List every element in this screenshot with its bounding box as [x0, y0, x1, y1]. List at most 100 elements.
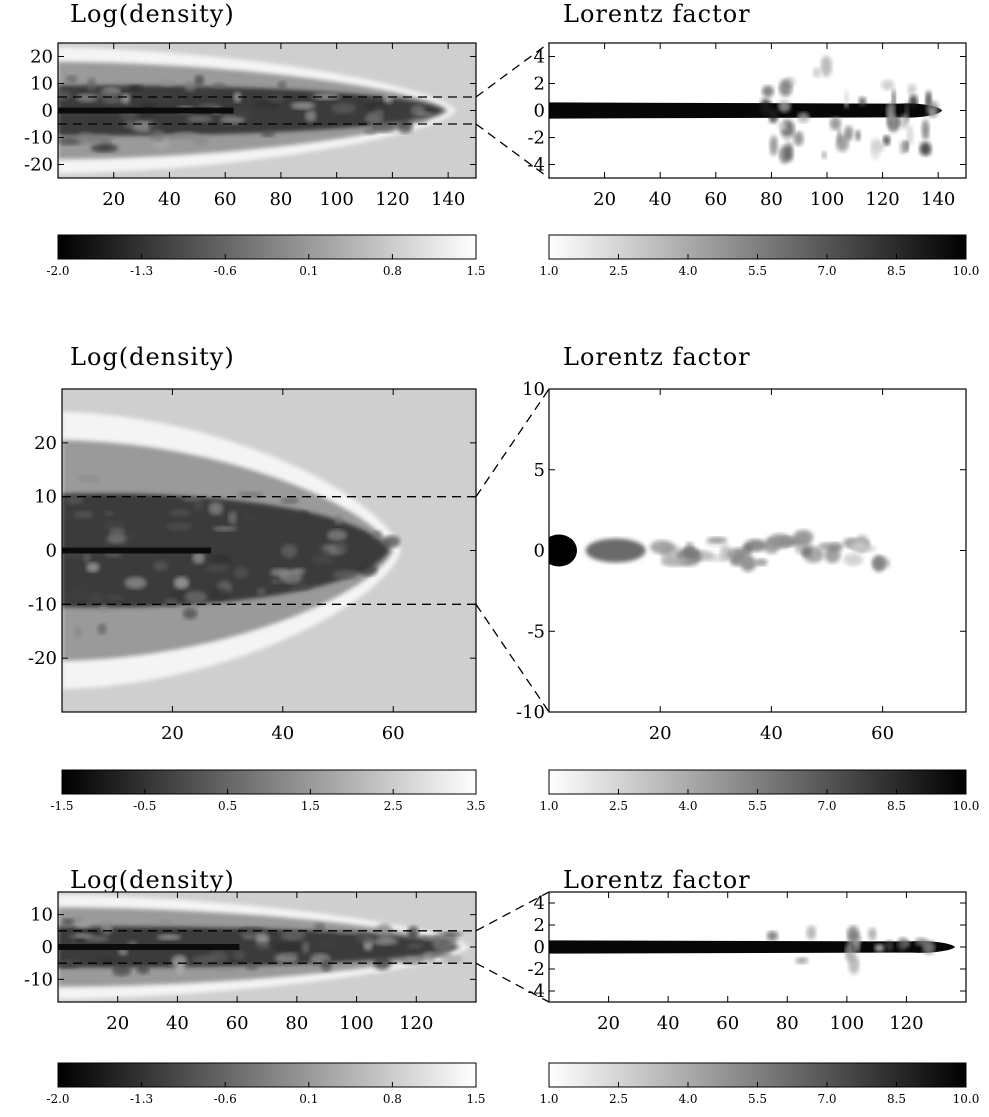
density-structure [331, 102, 357, 114]
density-structure [301, 941, 310, 954]
density-structure [233, 91, 242, 103]
density-structure [363, 102, 388, 110]
density-structure [326, 529, 347, 541]
density-colorbar-label: -0.5 [133, 799, 156, 813]
lorentz-structure [871, 140, 885, 152]
lorentz-colorbar-label: 10.0 [953, 1092, 980, 1106]
density-colorbar-gradient [57, 1062, 477, 1088]
zoom-connector-upper [475, 891, 550, 932]
lorentz-structure [899, 114, 909, 129]
lorentz-structure [778, 79, 793, 97]
lorentz-ytick-label: -2 [527, 959, 545, 980]
density-image [62, 389, 476, 712]
density-structure [164, 598, 179, 608]
panel-row-middle: Log(density) 20 40 60 20 10 0 -10 -20 Lorentz fac… [28, 343, 979, 813]
density-ytick-label: 10 [30, 905, 53, 926]
density-structure [372, 937, 399, 946]
lorentz-structure [820, 55, 833, 77]
density-colorbar: -2.0 -1.3 -0.6 0.1 0.8 1.5 [46, 234, 486, 278]
density-structure [210, 554, 231, 564]
density-structure [172, 481, 197, 486]
lorentz-structure [855, 129, 861, 142]
lorentz-structure [843, 553, 864, 566]
density-ytick-label: -20 [28, 648, 57, 669]
density-xtick-label: 60 [214, 189, 237, 210]
lorentz-ytick-label: 0 [534, 541, 545, 562]
lorentz-structure [777, 122, 787, 131]
density-structure [98, 605, 109, 612]
zoom-connector-lower [475, 603, 550, 713]
lorentz-structure [846, 925, 860, 942]
density-colorbar-label: -1.3 [130, 1092, 153, 1106]
density-structure [184, 590, 207, 604]
density-colorbar: -1.5 -0.5 0.5 1.5 2.5 3.5 [50, 769, 486, 813]
density-colorbar-label: 1.5 [301, 799, 320, 813]
density-xtick-label: 20 [106, 1013, 129, 1034]
lorentz-xtick-label: 120 [865, 189, 899, 210]
lorentz-structure [929, 108, 936, 117]
density-structure [335, 929, 361, 935]
density-structure [383, 93, 394, 105]
density-structure [280, 497, 300, 504]
lorentz-title: Lorentz factor [563, 0, 751, 28]
lorentz-structure [754, 558, 768, 567]
lorentz-structure [829, 116, 842, 131]
density-panel: Log(density) 20 40 60 20 10 0 -10 -20 [28, 343, 477, 744]
density-structure [58, 90, 73, 101]
density-structure [205, 563, 230, 573]
lorentz-colorbar-label: 4.0 [678, 1092, 697, 1106]
jet-spine [62, 547, 212, 554]
lorentz-structure [885, 940, 894, 952]
density-structure [209, 588, 230, 600]
density-structure [219, 115, 246, 125]
density-colorbar-label: 0.1 [299, 264, 318, 278]
density-colorbar-gradient [57, 234, 477, 260]
lorentz-structure [881, 79, 895, 91]
density-structure [96, 957, 115, 966]
density-structure [105, 594, 125, 600]
density-structure [270, 568, 291, 577]
density-structure [321, 959, 332, 972]
density-structure [136, 964, 150, 975]
lorentz-xtick-label: 40 [657, 1013, 680, 1034]
density-structure [441, 954, 464, 964]
lorentz-structure [921, 119, 930, 141]
lorentz-xtick-label: 20 [597, 1013, 620, 1034]
density-structure [382, 535, 401, 548]
density-structure [270, 579, 281, 585]
density-xtick-label: 80 [285, 1013, 308, 1034]
lorentz-image [549, 43, 966, 178]
density-structure [65, 75, 78, 83]
density-structure [87, 77, 96, 92]
density-colorbar-label: 0.8 [383, 1092, 402, 1106]
lorentz-blob [549, 534, 577, 567]
density-structure [212, 82, 226, 89]
zoom-connector-upper [475, 42, 550, 98]
lorentz-structure [661, 556, 688, 567]
lorentz-structure [785, 144, 794, 162]
lorentz-structure [867, 927, 877, 941]
density-structure [123, 119, 135, 129]
density-xtick-label: 20 [102, 189, 125, 210]
density-colorbar-label: 0.1 [299, 1092, 318, 1106]
lorentz-structure [914, 937, 928, 946]
density-structure [77, 474, 102, 483]
density-structure [410, 118, 429, 123]
lorentz-structure [726, 547, 750, 562]
lorentz-structure [902, 940, 911, 947]
lorentz-structure [759, 98, 772, 116]
density-colorbar-label: 0.5 [218, 799, 237, 813]
density-structure [371, 530, 383, 539]
lorentz-colorbar-label: 4.0 [678, 264, 697, 278]
density-structure [267, 93, 286, 104]
density-structure [407, 925, 419, 939]
density-structure [243, 514, 258, 521]
density-colorbar-label: -1.5 [50, 799, 73, 813]
density-colorbar-label: -2.0 [46, 264, 69, 278]
lorentz-colorbar-label: 10.0 [953, 264, 980, 278]
lorentz-ytick-label: 10 [522, 379, 545, 400]
density-structure [118, 948, 128, 956]
lorentz-ytick-label: -2 [527, 128, 545, 149]
